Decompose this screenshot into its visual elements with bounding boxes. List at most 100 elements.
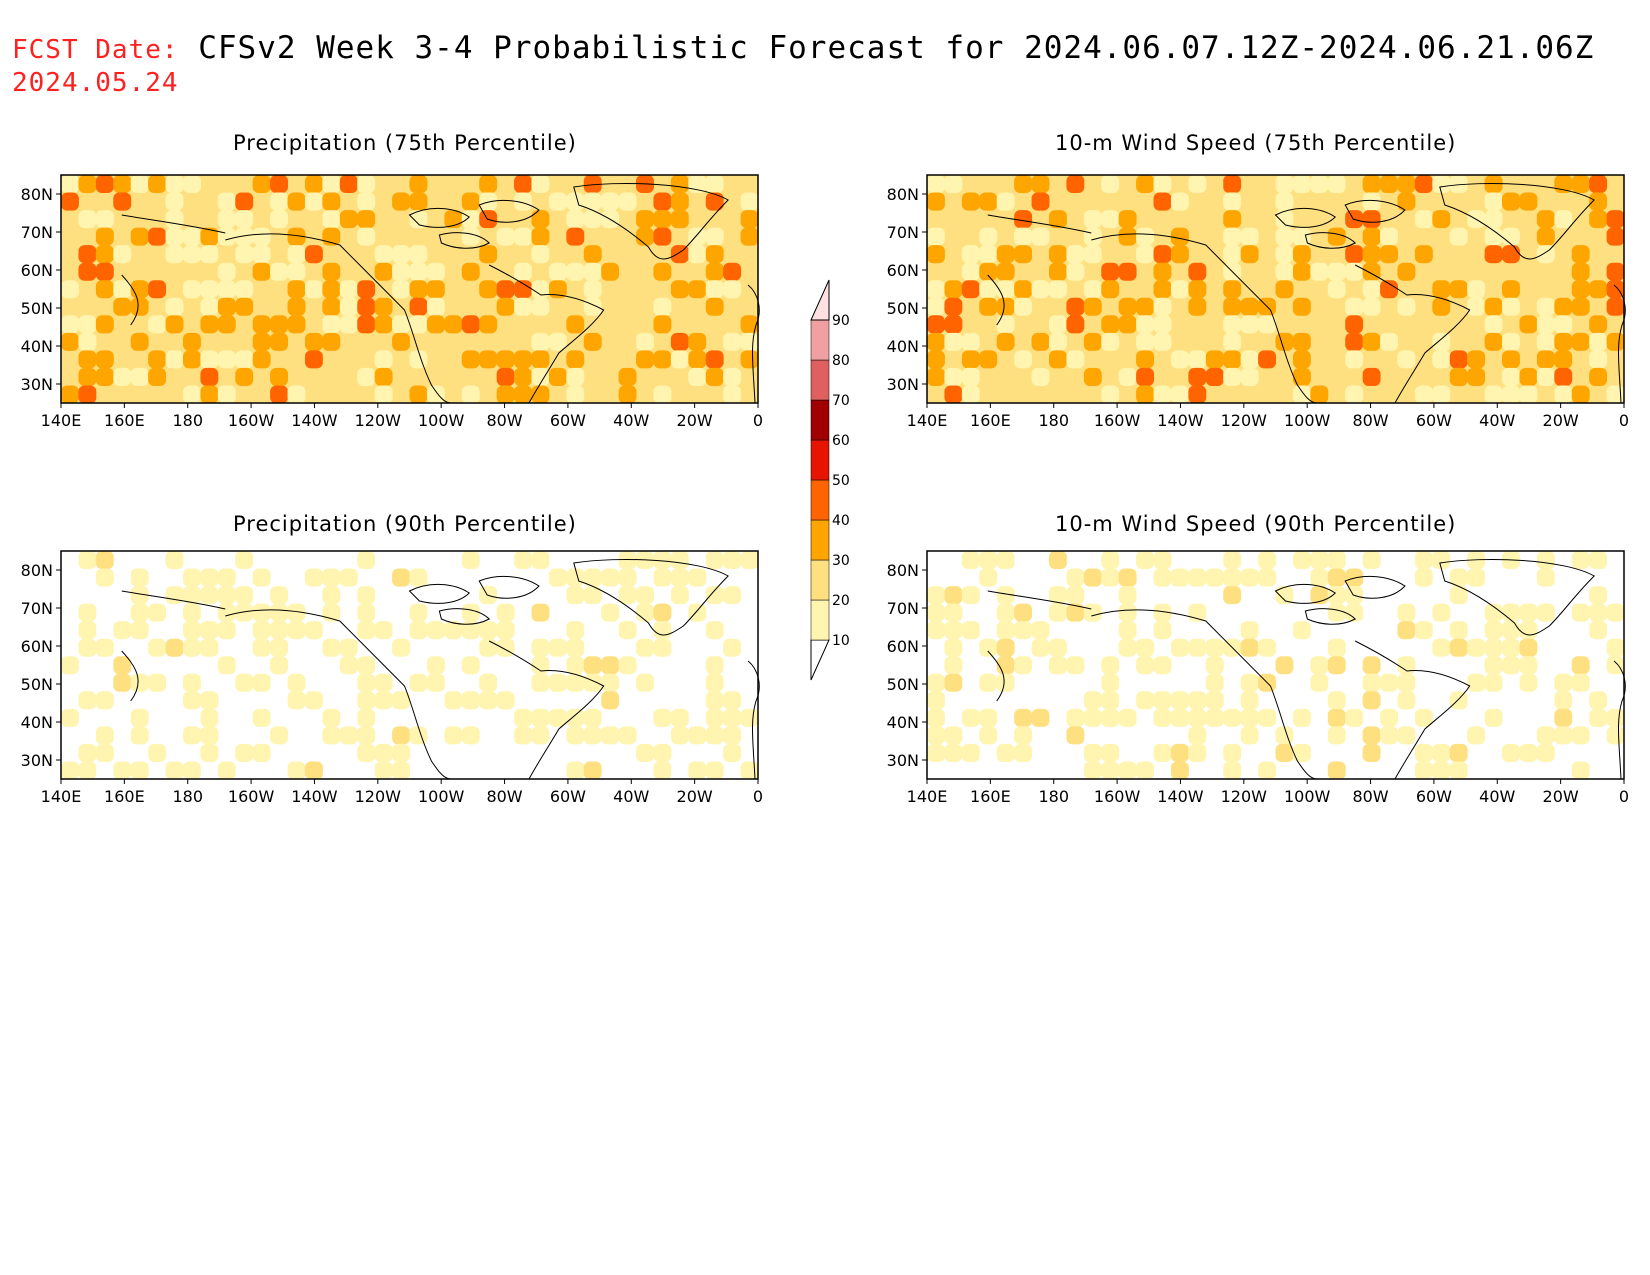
colorbar-label: 30 [832, 553, 850, 569]
lon-tick-label: 140E [41, 411, 82, 428]
map-frame [60, 550, 759, 780]
lat-tick-label: 40N [887, 713, 919, 732]
map-frame [926, 174, 1625, 404]
lon-tick-label: 40W [1479, 411, 1515, 428]
map-precip-90th: 80N 70N 60N 50N 40N 30N 140E 160E 180 160W 140W 120… [21, 550, 763, 804]
lon-tick-label: 140E [907, 787, 948, 804]
lon-tick-label: 120W [355, 411, 402, 428]
lon-tick-label: 160E [970, 787, 1011, 804]
lat-tick-label: 50N [21, 675, 53, 694]
lat-tick-label: 40N [887, 337, 919, 356]
panel-title-precip90: Precipitation (90th Percentile) [233, 512, 577, 536]
lat-tick-label: 50N [21, 299, 53, 318]
colorbar-swatch [810, 399, 830, 441]
lon-tick-label: 160E [104, 411, 145, 428]
panel-title-wind90: 10-m Wind Speed (90th Percentile) [1055, 512, 1457, 536]
lon-tick-label: 0 [1619, 411, 1629, 428]
colorbar-swatch [810, 559, 830, 601]
lat-tick-label: 70N [21, 223, 53, 242]
field-shading [61, 175, 759, 404]
probability-colorbar: 10 20 30 40 50 60 70 80 90 [810, 279, 850, 681]
lat-tick-label: 80N [21, 185, 53, 204]
lon-tick-label: 20W [677, 411, 713, 428]
colorbar-label: 40 [832, 513, 850, 529]
lon-tick-label: 100W [418, 411, 465, 428]
colorbar-swatch [810, 319, 830, 361]
map-precip-75th: 80N 70N 60N 50N 40N 30N 140E 160E 180 160W 140W 120… [21, 174, 763, 428]
lat-tick-label: 30N [887, 751, 919, 770]
coastlines [121, 558, 760, 780]
colorbar-label: 80 [832, 353, 850, 369]
lon-tick-label: 160W [1094, 787, 1141, 804]
colorbar-swatch [810, 439, 830, 481]
colorbar-swatch [810, 599, 830, 641]
lon-tick-label: 140E [41, 787, 82, 804]
colorbar-label: 60 [832, 433, 850, 449]
lon-tick-label: 80W [486, 411, 522, 428]
lon-tick-label: 140W [1157, 787, 1204, 804]
lon-tick-label: 40W [613, 411, 649, 428]
lon-tick-label: 140W [291, 411, 338, 428]
colorbar-label: 50 [832, 473, 850, 489]
lon-tick-label: 180 [1038, 411, 1069, 428]
lat-tick-label: 30N [887, 375, 919, 394]
map-frame [60, 174, 759, 404]
field-shading [61, 551, 759, 780]
lat-tick-label: 70N [887, 223, 919, 242]
coastlines [987, 182, 1626, 404]
lon-tick-label: 0 [1619, 787, 1629, 804]
lat-tick-label: 70N [21, 599, 53, 618]
map-wind-75th: 80N 70N 60N 50N 40N 30N 140E 160E 180 160W 140W 120… [887, 174, 1629, 428]
fcst-date-label: FCST Date: [12, 35, 179, 65]
lon-tick-label: 40W [613, 787, 649, 804]
panel-title-wind75: 10-m Wind Speed (75th Percentile) [1055, 131, 1457, 155]
fcst-date-value: 2024.05.24 [12, 68, 179, 98]
lon-tick-label: 100W [1284, 411, 1331, 428]
lon-tick-label: 180 [172, 411, 203, 428]
lon-tick-label: 160E [970, 411, 1011, 428]
lat-tick-label: 60N [21, 261, 53, 280]
field-shading [927, 551, 1625, 780]
lat-tick-label: 60N [887, 637, 919, 656]
lon-tick-label: 0 [753, 411, 763, 428]
colorbar-label: 20 [832, 593, 850, 609]
lon-tick-label: 60W [550, 787, 586, 804]
lon-tick-label: 160W [228, 411, 275, 428]
lon-tick-label: 160W [228, 787, 275, 804]
lat-tick-label: 50N [887, 299, 919, 318]
lon-tick-label: 120W [1221, 787, 1268, 804]
lat-tick-label: 60N [21, 637, 53, 656]
lon-tick-label: 100W [1284, 787, 1331, 804]
lat-tick-label: 80N [887, 561, 919, 580]
coastlines [987, 558, 1626, 780]
lon-tick-label: 160E [104, 787, 145, 804]
lat-tick-label: 50N [887, 675, 919, 694]
lat-tick-label: 70N [887, 599, 919, 618]
map-frame [926, 550, 1625, 780]
lon-tick-label: 80W [1352, 787, 1388, 804]
colorbar-swatch [810, 279, 830, 321]
map-wind-90th: 80N 70N 60N 50N 40N 30N 140E 160E 180 160W 140W 120… [887, 550, 1629, 804]
colorbar-swatch [810, 519, 830, 561]
colorbar-swatch [810, 359, 830, 401]
lon-tick-label: 80W [1352, 411, 1388, 428]
forecast-header: FCST Date: CFSv2 Week 3-4 Probabilistic … [12, 30, 1594, 66]
colorbar-label: 70 [832, 393, 850, 409]
lon-tick-label: 160W [1094, 411, 1141, 428]
lon-tick-label: 20W [1543, 787, 1579, 804]
colorbar-swatch [810, 479, 830, 521]
lon-tick-label: 40W [1479, 787, 1515, 804]
lat-tick-label: 80N [887, 185, 919, 204]
coastlines [121, 182, 760, 404]
lon-tick-label: 60W [550, 411, 586, 428]
colorbar-swatch [810, 639, 830, 681]
lon-tick-label: 140E [907, 411, 948, 428]
panel-title-precip75: Precipitation (75th Percentile) [233, 131, 577, 155]
lat-tick-label: 30N [21, 751, 53, 770]
forecast-title: CFSv2 Week 3-4 Probabilistic Forecast fo… [198, 30, 1595, 66]
lon-tick-label: 100W [418, 787, 465, 804]
lon-tick-label: 20W [677, 787, 713, 804]
field-shading [927, 175, 1625, 404]
lon-tick-label: 60W [1416, 787, 1452, 804]
lon-tick-label: 140W [1157, 411, 1204, 428]
